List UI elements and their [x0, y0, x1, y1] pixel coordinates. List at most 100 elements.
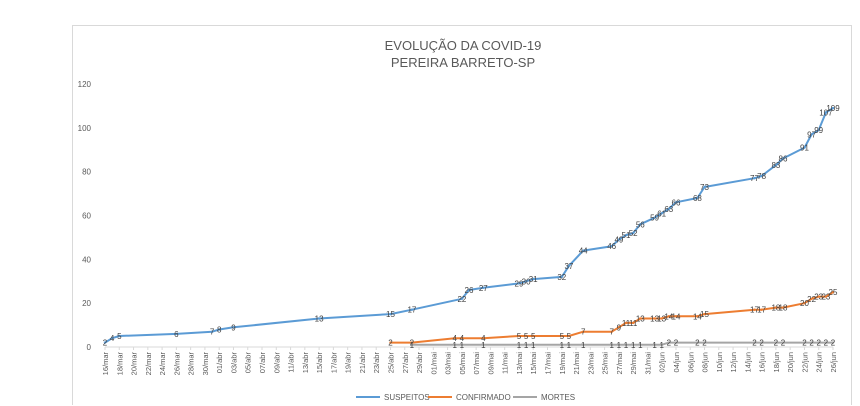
data-point	[753, 308, 756, 311]
data-label: 1	[581, 341, 586, 350]
data-point	[582, 249, 585, 252]
data-point	[175, 332, 178, 336]
x-tick-label: 03/mai	[444, 352, 453, 375]
data-label: 109	[826, 104, 840, 113]
data-point	[317, 317, 321, 320]
data-point	[781, 341, 785, 344]
x-tick-label: 23/abr	[372, 352, 381, 374]
data-label: 52	[629, 229, 638, 238]
data-point	[517, 343, 521, 346]
data-point	[703, 341, 706, 344]
x-tick-label: 13/abr	[301, 352, 310, 374]
data-label: 83	[771, 161, 780, 170]
data-label: 18	[771, 304, 780, 313]
data-label: 2	[759, 339, 764, 348]
data-point	[110, 337, 114, 340]
x-tick-label: 05/mai	[458, 352, 467, 375]
data-label: 2	[674, 339, 679, 348]
data-label: 13	[657, 315, 666, 324]
data-label: 1	[460, 341, 465, 350]
data-point	[817, 128, 820, 132]
x-tick-label: 03/abr	[229, 352, 238, 374]
data-label: 2	[103, 339, 108, 348]
data-point	[817, 341, 820, 344]
data-label: 9	[617, 323, 622, 332]
x-tick-label: 25/abr	[386, 352, 395, 374]
data-point	[560, 334, 563, 338]
data-point	[103, 341, 107, 344]
data-point	[674, 315, 678, 318]
x-tick-label: 19/abr	[344, 352, 353, 374]
x-tick-label: 15/abr	[315, 352, 324, 374]
data-point	[482, 286, 485, 289]
data-label: 13	[636, 315, 645, 324]
data-label: 2	[809, 339, 814, 348]
x-tick-label: 26/jun	[829, 352, 838, 372]
legend-label: MORTES	[541, 393, 575, 402]
data-label: 86	[779, 155, 788, 164]
data-label: 1	[560, 341, 565, 350]
data-label: 1	[517, 341, 522, 350]
data-label: 1	[652, 341, 657, 350]
data-label: 17	[750, 306, 759, 315]
data-label: 7	[210, 328, 215, 337]
data-point	[210, 330, 214, 333]
x-tick-label: 10/jun	[715, 352, 724, 372]
data-point	[567, 343, 571, 346]
data-point	[524, 343, 528, 346]
data-label: 63	[664, 205, 673, 214]
y-axis: 0 20 40 60 80 100 120	[78, 80, 92, 352]
data-point	[624, 343, 628, 346]
data-label: 1	[567, 341, 572, 350]
data-point	[389, 312, 392, 316]
data-point	[624, 234, 628, 237]
data-point	[453, 343, 456, 346]
data-point	[703, 185, 706, 189]
data-label: 37	[564, 262, 573, 271]
data-label: 91	[800, 144, 809, 153]
data-point	[610, 343, 613, 346]
x-tick-label: 18/mar	[115, 351, 124, 375]
data-point	[567, 264, 571, 268]
data-point	[639, 343, 642, 346]
data-point	[639, 317, 642, 320]
data-label: 44	[579, 247, 588, 256]
data-label: 2	[802, 339, 807, 348]
x-tick-label: 20/mar	[130, 351, 139, 375]
x-tick-label: 15/mai	[529, 352, 538, 375]
series-line	[411, 341, 833, 346]
data-label: 14	[693, 312, 702, 321]
data-point	[410, 308, 414, 311]
data-label: 77	[750, 174, 759, 183]
data-point	[696, 315, 699, 318]
data-label: 2	[667, 339, 672, 348]
data-point	[617, 326, 621, 329]
data-point	[653, 216, 656, 219]
data-point	[610, 330, 613, 333]
x-tick-label: 07/mai	[472, 352, 481, 375]
x-tick-label: 27/mai	[615, 352, 624, 375]
data-point	[824, 111, 828, 114]
x-tick-label: 09/mai	[486, 352, 495, 375]
x-axis: 16/mar 18/mar 20/mar 22/mar 24/mar 26/mar 28/m…	[101, 346, 838, 375]
data-label: 14	[672, 312, 681, 321]
x-tick-label: 06/jun	[686, 352, 695, 372]
data-label: 1	[531, 341, 536, 350]
data-point	[810, 297, 813, 300]
data-point	[760, 174, 763, 178]
data-point	[824, 295, 828, 298]
data-label: 6	[174, 330, 179, 339]
x-tick-label: 19/mai	[558, 352, 567, 375]
data-label: 68	[693, 194, 702, 203]
data-point	[774, 341, 778, 344]
data-label: 11	[629, 319, 638, 328]
data-label: 49	[614, 236, 623, 245]
data-label: 32	[557, 273, 566, 282]
data-point	[632, 343, 635, 346]
chart-frame: EVOLUÇÃO DA COVID-19 PEREIRA BARRETO-SP …	[72, 25, 852, 405]
data-point	[410, 343, 414, 346]
data-point	[696, 341, 699, 344]
x-tick-label: 24/mar	[158, 351, 167, 375]
data-point	[653, 343, 656, 346]
x-tick-label: 07/abr	[258, 352, 267, 374]
